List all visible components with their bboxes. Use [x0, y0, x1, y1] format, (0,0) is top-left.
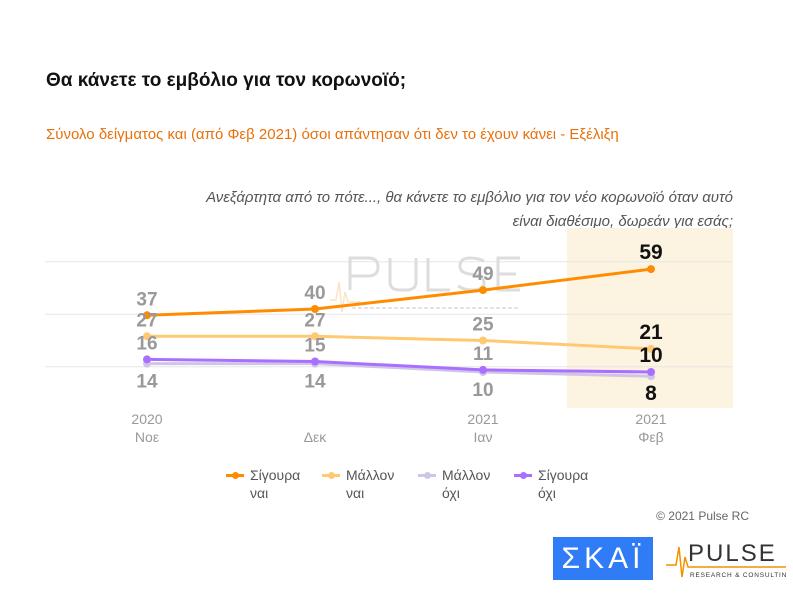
data-point: [479, 365, 487, 374]
legend-item: Μάλλον όχι: [418, 466, 490, 502]
legend-label: Σίγουρα όχι: [538, 467, 589, 501]
data-point: [479, 286, 487, 295]
data-label: 40: [304, 283, 325, 304]
pulse-logo: PULSE RESEARCH & CONSULTING: [666, 540, 786, 579]
data-label: 21: [639, 321, 663, 344]
legend-swatch: [226, 472, 244, 479]
copyright: © 2021 Pulse RC: [656, 509, 749, 523]
series-line: [147, 334, 652, 351]
watermark-pulse-wave: [330, 281, 360, 313]
series-line: [146, 267, 652, 317]
data-label: 25: [472, 315, 494, 336]
chart-subtitle: Σύνολο δείγματος και (από Φεβ 2021) όσοι…: [46, 126, 619, 143]
series-line: [146, 357, 652, 374]
series-line: [147, 362, 652, 378]
data-point: [143, 332, 151, 341]
data-label: 14: [136, 372, 158, 393]
legend-item: Σίγουρα όχι: [514, 466, 588, 502]
data-label: 27: [304, 310, 325, 331]
data-label: 11: [473, 344, 494, 365]
data-label: 8: [645, 382, 657, 405]
data-point: [647, 344, 655, 353]
legend-item: Μάλλον ναι: [322, 466, 394, 502]
x-tick-label-month: Δεκ: [304, 429, 328, 445]
watermark-pulse-logo: [348, 256, 520, 292]
legend-swatch: [418, 472, 436, 479]
data-point: [143, 355, 151, 364]
data-point: [311, 305, 319, 313]
data-point: [311, 332, 319, 341]
x-tick-label-month: Φεβ: [638, 429, 663, 445]
data-point: [647, 265, 655, 274]
data-label: 15: [304, 336, 326, 357]
data-label: 49: [472, 264, 493, 285]
data-label: 16: [136, 333, 157, 354]
data-label: 10: [472, 380, 493, 401]
x-tick-label-year: 2020: [131, 411, 162, 427]
legend-swatch: [514, 472, 532, 479]
x-tick-label-year: 2021: [467, 411, 498, 427]
legend-label: Μάλλον ναι: [346, 467, 395, 501]
x-tick-label-month: Ιαν: [474, 429, 493, 445]
svg-text:PULSE: PULSE: [688, 540, 777, 567]
data-label: 37: [136, 289, 157, 310]
legend-item: Σίγουρα ναι: [226, 466, 300, 502]
line-chart: 37 40 49 59 27 27 25 21 14 14 10 8 16 15 11 10 2020 Νοε Δε…: [45, 228, 733, 445]
svg-text:RESEARCH & CONSULTING: RESEARCH & CONSULTING: [690, 572, 786, 579]
legend-label: Σίγουρα ναι: [250, 467, 301, 501]
data-point: [479, 336, 487, 345]
skai-logo: ΣΚΑΪ: [553, 537, 653, 580]
survey-question: Ανεξάρτητα από το πότε..., θα κάνετε το …: [206, 189, 733, 230]
data-label: 27: [136, 310, 157, 331]
data-label: 59: [639, 241, 662, 264]
data-label: 14: [304, 372, 326, 393]
x-tick-label-month: Νοε: [135, 429, 159, 445]
data-point: [143, 311, 151, 320]
legend-label: Μάλλον όχι: [442, 467, 491, 501]
legend-swatch: [322, 472, 340, 479]
data-label: 10: [639, 344, 662, 367]
data-point: [647, 368, 655, 376]
chart-title: Θα κάνετε το εμβόλιο για τον κορωνοϊό;: [46, 70, 407, 91]
data-point: [311, 357, 319, 366]
x-tick-label-year: 2021: [635, 411, 666, 427]
